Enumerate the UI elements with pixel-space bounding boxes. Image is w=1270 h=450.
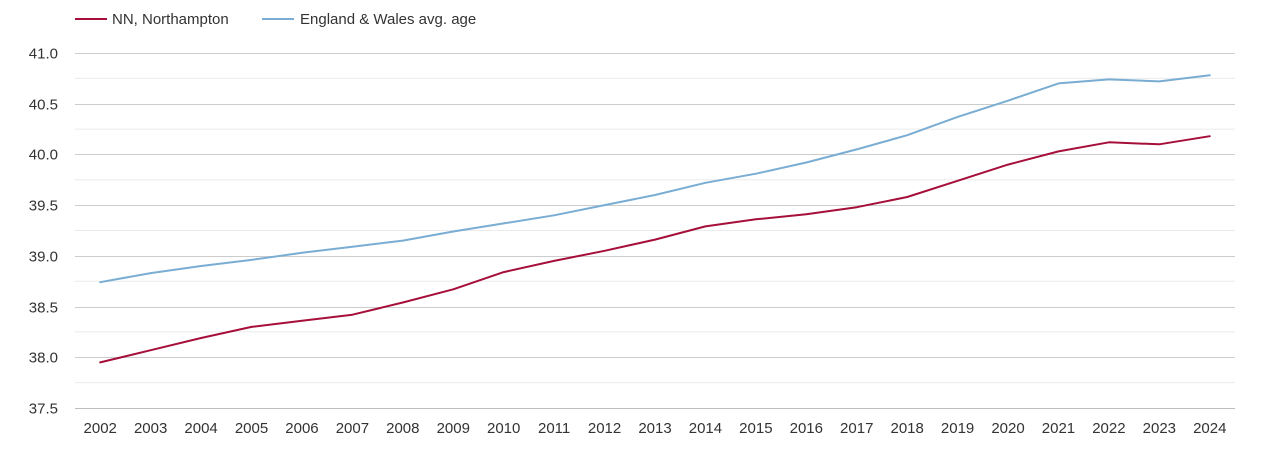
y-axis: 37.5 38.0 38.5 39.0 39.5 40.0 40.5 41.0 — [29, 46, 58, 418]
y-tick-label: 38.0 — [29, 350, 58, 367]
y-tick-label: 40.5 — [29, 97, 58, 114]
y-tick-label: 39.5 — [29, 198, 58, 215]
x-tick-label: 2009 — [437, 420, 470, 437]
x-tick-label: 2002 — [84, 420, 117, 437]
x-tick-label: 2005 — [235, 420, 268, 437]
x-tick-label: 2012 — [588, 420, 621, 437]
y-tick-label: 37.5 — [29, 401, 58, 418]
x-tick-label: 2018 — [890, 420, 923, 437]
series-line-england-wales — [99, 74, 1211, 284]
x-tick-label: 2014 — [689, 420, 722, 437]
x-tick-label: 2017 — [840, 420, 873, 437]
series-line-northampton — [99, 135, 1211, 364]
x-tick-label: 2020 — [991, 420, 1024, 437]
y-tick-label: 38.5 — [29, 300, 58, 317]
x-tick-label: 2021 — [1042, 420, 1075, 437]
legend-label-northampton: NN, Northampton — [112, 11, 229, 28]
x-tick-label: 2024 — [1193, 420, 1226, 437]
x-tick-label: 2008 — [386, 420, 419, 437]
y-tick-label: 41.0 — [29, 46, 58, 63]
x-tick-label: 2015 — [739, 420, 772, 437]
legend-label-england-wales: England & Wales avg. age — [300, 11, 476, 28]
x-axis: 2002 2003 2004 2005 2006 2007 2008 2009 2010 2011… — [84, 420, 1227, 437]
x-tick-label: 2003 — [134, 420, 167, 437]
gridlines — [75, 53, 1235, 409]
x-tick-label: 2023 — [1143, 420, 1176, 437]
x-tick-label: 2022 — [1092, 420, 1125, 437]
x-tick-label: 2010 — [487, 420, 520, 437]
x-tick-label: 2016 — [790, 420, 823, 437]
chart-legend: NN, Northampton England & Wales avg. age — [75, 11, 476, 28]
y-tick-label: 39.0 — [29, 249, 58, 266]
y-tick-label: 40.0 — [29, 147, 58, 164]
x-tick-label: 2007 — [336, 420, 369, 437]
x-tick-label: 2013 — [638, 420, 671, 437]
x-tick-label: 2019 — [941, 420, 974, 437]
x-tick-label: 2006 — [285, 420, 318, 437]
x-tick-label: 2004 — [184, 420, 217, 437]
series-lines — [99, 74, 1211, 364]
x-tick-label: 2011 — [538, 420, 570, 437]
